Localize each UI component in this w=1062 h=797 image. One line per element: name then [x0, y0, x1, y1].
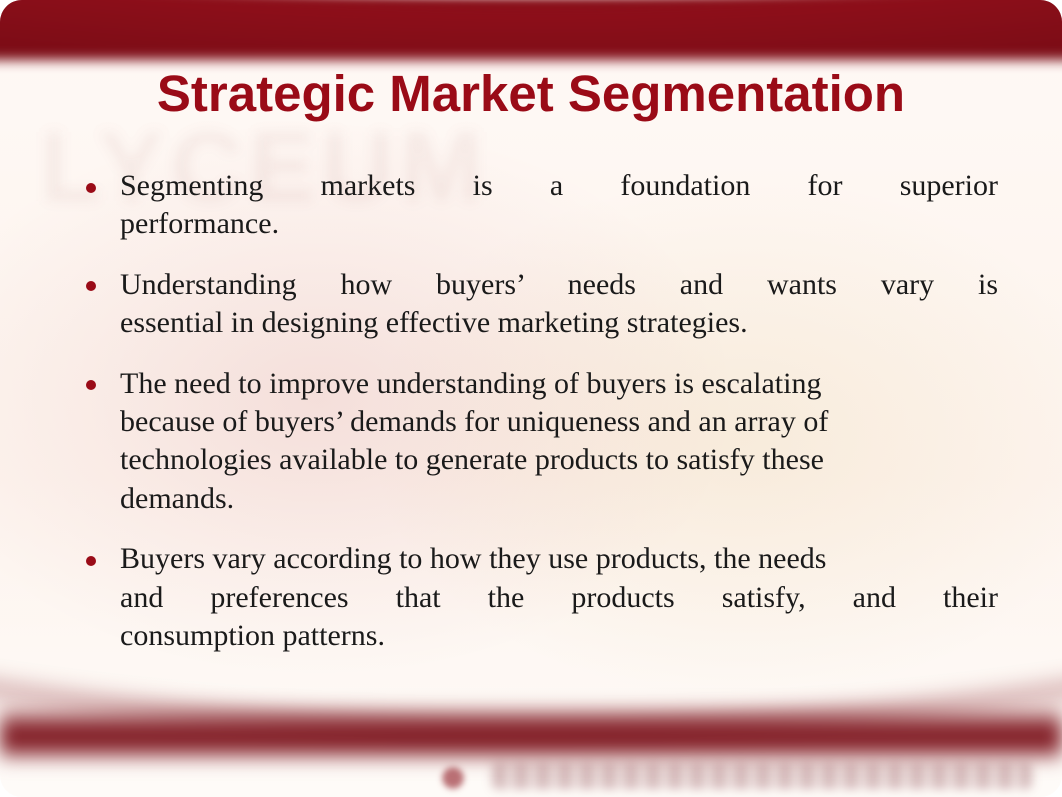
bullet-line: The need to improve understanding of buy…	[120, 365, 998, 403]
bullet-text: Understanding how buyers’ needs and want…	[120, 266, 998, 343]
bullet-item: Segmenting markets is a foundation for s…	[86, 167, 998, 244]
bullet-line: essential in designing effective marketi…	[120, 304, 998, 342]
bullet-list: Segmenting markets is a foundation for s…	[50, 167, 1012, 655]
bullet-item: The need to improve understanding of buy…	[86, 365, 998, 519]
bullet-text: Buyers vary according to how they use pr…	[120, 540, 998, 655]
bullet-line: demands.	[120, 480, 998, 518]
bullet-item: Buyers vary according to how they use pr…	[86, 540, 998, 655]
bullet-item: Understanding how buyers’ needs and want…	[86, 266, 998, 343]
bullet-line: Buyers vary according to how they use pr…	[120, 540, 998, 578]
bullet-line: Understanding how buyers’ needs and want…	[120, 266, 998, 304]
bullet-text: The need to improve understanding of buy…	[120, 365, 998, 519]
bullet-line: and preferences that the products satisf…	[120, 579, 998, 617]
bullet-text: Segmenting markets is a foundation for s…	[120, 167, 998, 244]
footer-text-blur	[492, 763, 1032, 789]
bullet-line: consumption patterns.	[120, 617, 998, 655]
bullet-line: performance.	[120, 205, 998, 243]
bottom-band-decoration	[0, 705, 1062, 763]
bullet-line: Segmenting markets is a foundation for s…	[120, 167, 998, 205]
bullet-line: because of buyers’ demands for uniquenes…	[120, 403, 998, 441]
slide: LYCEUM Strategic Market Segmentation Seg…	[0, 0, 1062, 797]
slide-title: Strategic Market Segmentation	[50, 64, 1012, 123]
slide-content: Strategic Market Segmentation Segmenting…	[0, 0, 1062, 655]
footer-logo-blur	[440, 765, 466, 791]
bullet-line: technologies available to generate produ…	[120, 441, 998, 479]
